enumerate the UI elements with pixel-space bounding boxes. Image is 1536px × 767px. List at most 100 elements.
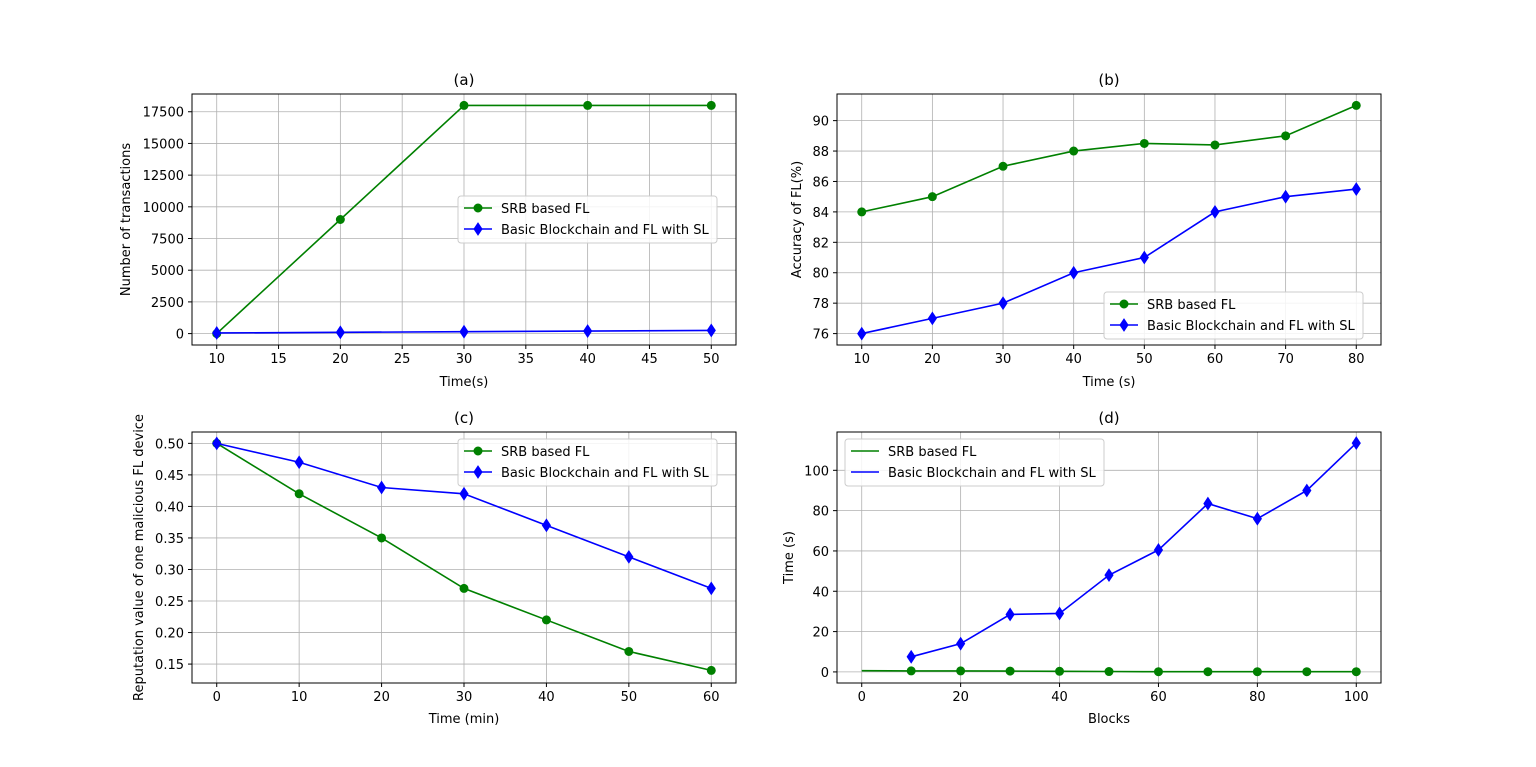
panel-c-legend-srb-fl-marker [473,446,483,456]
panel-c-x-tick-label: 30 [456,690,473,705]
panel-a-basic-blockchain-fl-sl-point [583,324,593,338]
panel-a-x-tick-label: 15 [270,352,287,367]
panel-b: (b) Time (s) Accuracy of FL(%) 10 20 30 40 5… [790,71,1382,390]
panel-a-basic-blockchain-fl-sl-point [335,325,345,340]
panel-a-y-tick-label: 2500 [151,296,184,311]
panel-d-x-tick-label: 20 [952,690,969,705]
panel-a-basic-blockchain-fl-sl-point [459,324,469,339]
panel-c-basic-blockchain-fl-sl-point [706,581,716,596]
panel-d-x-tick-label: 80 [1249,690,1266,705]
panel-a-x-tick-label: 50 [703,352,720,367]
panel-b-basic-blockchain-fl-sl-point [998,296,1008,311]
panel-c-x-tick-label: 40 [538,690,555,705]
panel-c-y-tick-label: 0.50 [155,437,184,452]
panel-d-srb-fl-point [1104,667,1114,677]
panel-d-srb-fl-point [1153,667,1163,677]
panel-a-legend-srb-fl-label: SRB based FL [501,202,590,217]
panel-c-srb-fl-point [706,665,716,675]
panel-b-x-axis-label: Time (s) [1082,375,1136,390]
panel-d-y-tick-label: 100 [804,464,829,479]
panel-a-y-tick-label: 12500 [143,169,184,184]
panel-a-x-tick-label: 20 [332,352,349,367]
panel-c-basic-blockchain-fl-sl-point [376,480,387,495]
panel-b-series [857,100,1361,341]
panel-a-srb-fl-point [335,215,345,224]
panel-d-srb-fl-point [906,666,916,676]
panel-d-y-tick-label: 80 [812,505,829,520]
panel-d-x-tick-label: 40 [1051,690,1068,705]
panel-d-basic-blockchain-fl-sl-point [1104,568,1114,583]
panel-d-y-axis-label: Time (s) [782,531,797,585]
panel-c-basic-blockchain-fl-sl-point [459,486,469,501]
panel-b-y-tick-label: 80 [812,267,829,282]
panel-b-legend: SRB based FL Basic Blockchain and FL with… [1103,291,1364,340]
panel-c-srb-fl-point [377,533,387,543]
panel-d-y-tick-label: 20 [812,626,829,641]
panel-a-srb-fl-point [583,100,593,110]
panel-d-basic-blockchain-fl-sl-point [906,649,916,664]
panel-a-basic-blockchain-fl-sl-point [706,323,716,338]
panel-b-x-tick-label: 30 [995,352,1012,367]
panel-c-legend-basic-blockchain-fl-sl-label: Basic Blockchain and FL with SL [501,466,709,481]
panel-d-x-axis-label: Blocks [1088,712,1130,727]
panel-a-series [212,100,716,340]
panel-d-y-tick-label: 40 [812,585,829,600]
panel-a-legend: SRB based FL Basic Blockchain and FL with… [457,195,718,244]
panel-a-y-tick-label: 15000 [143,137,184,152]
panel-b-y-tick-label: 84 [812,206,829,221]
panel-d-srb-fl-point [1055,666,1065,676]
panel-b-basic-blockchain-fl-sl-point [857,326,867,341]
panel-b-y-tick-label: 76 [812,328,829,343]
panel-b-srb-fl-point [857,207,867,217]
panel-b-x-tick-label: 60 [1207,352,1224,367]
panel-b-ticks: 10 20 30 40 50 60 70 80 76 78 80 82 84 86 88 90 [812,115,1364,367]
panel-b-basic-blockchain-fl-sl-point [1139,250,1149,265]
panel-b-basic-blockchain-fl-sl-point [927,311,937,326]
panel-a-legend-srb-fl-marker [473,203,483,213]
panel-b-srb-fl-line [861,104,1357,213]
panel-d-y-tick-label: 0 [821,666,829,681]
panel-c-srb-fl-point [624,646,634,656]
panel-b-basic-blockchain-fl-sl-line [861,188,1357,335]
panel-c-gridlines [192,432,736,683]
panel-b-legend-basic-blockchain-fl-sl-marker [1119,318,1129,332]
panel-a-basic-blockchain-fl-sl-point [212,326,222,340]
panel-c-legend-basic-blockchain-fl-sl-marker [473,465,483,479]
panel-b-srb-fl-point [1351,100,1361,110]
panel-c-x-tick-label: 50 [621,690,638,705]
panel-b-x-tick-label: 10 [853,352,870,367]
panel-c-y-axis-label: Reputation value of one malicious FL dev… [132,414,147,701]
panel-b-plot-frame [836,93,1382,346]
panel-c-y-tick-label: 0.40 [155,500,184,515]
panel-c-y-tick-label: 0.30 [155,563,184,578]
panel-c-y-tick-label: 0.15 [155,658,184,673]
panel-b-srb-fl-point [1210,140,1220,150]
panel-d: (d) Blocks Time (s) 0 20 40 60 80 100 0 20 40 60 8… [782,409,1382,727]
panel-b-srb-fl-point [1139,138,1149,148]
panel-c-basic-blockchain-fl-sl-point [624,549,634,564]
panel-a-y-tick-label: 0 [176,328,184,343]
panel-a: (a) Time(s) Number of transactions 10 15 2… [119,71,737,390]
panel-d-x-tick-label: 100 [1344,690,1369,705]
panel-a-srb-fl-point [459,100,469,110]
panel-a-ticks: 10 15 20 25 30 35 40 45 50 0 2500 5000 7500 10000 1250… [143,106,720,367]
panel-d-srb-fl-point [1203,667,1213,677]
panel-d-basic-blockchain-fl-sl-point [956,636,966,651]
panel-c-basic-blockchain-fl-sl-point [541,518,552,533]
panel-c-srb-fl-point [541,615,551,625]
panel-b-basic-blockchain-fl-sl-point [1281,189,1291,204]
panel-a-legend-basic-blockchain-fl-sl-marker [473,222,483,236]
panel-a-x-tick-label: 10 [208,352,225,367]
panel-d-srb-fl-point [1302,667,1312,677]
panel-d-basic-blockchain-fl-sl-point [1005,607,1015,622]
panel-d-basic-blockchain-fl-sl-point [1153,543,1164,557]
panel-d-plot-frame [836,431,1382,684]
panel-c: (c) Time (min) Reputation value of one m… [132,409,737,727]
panel-c-title: (c) [454,409,474,427]
panel-a-legend-box [457,195,718,244]
panel-c-y-tick-label: 0.35 [155,532,184,547]
panel-b-srb-fl-point [1069,146,1079,156]
panel-c-basic-blockchain-fl-sl-point [294,455,304,470]
panel-a-y-tick-label: 17500 [143,106,184,121]
panel-d-basic-blockchain-fl-sl-point [1252,511,1262,526]
